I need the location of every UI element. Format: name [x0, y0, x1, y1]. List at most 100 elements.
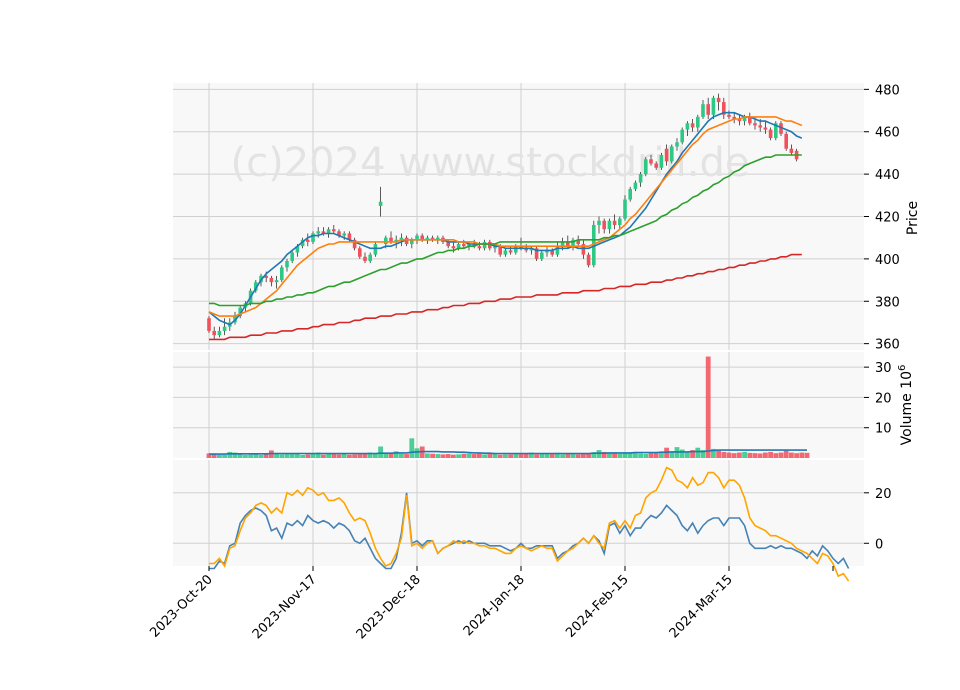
candle-up — [659, 155, 664, 168]
volume-grid — [173, 352, 864, 458]
candle-up — [373, 244, 378, 255]
price-moving-average-line — [208, 116, 803, 317]
volume-bar-up — [435, 454, 441, 458]
volume-y-tick-label: 30 — [875, 361, 892, 376]
candle-up — [774, 123, 778, 139]
candle-down — [706, 104, 710, 115]
candle-up — [436, 237, 440, 240]
volume-bar-up — [222, 454, 227, 458]
candle-down — [420, 235, 424, 240]
volume-bar-down — [690, 450, 695, 458]
candle-down — [758, 125, 762, 128]
candle-up — [399, 237, 404, 240]
candle-up — [456, 244, 461, 249]
price-axis-title: Price — [905, 201, 921, 235]
volume-bar-up — [279, 454, 285, 458]
volume-bar-up — [560, 454, 565, 458]
candle-up — [482, 241, 487, 249]
candle-up — [493, 246, 497, 249]
volume-bar-down — [601, 451, 607, 458]
volume-bar-up — [679, 449, 685, 458]
candle-down — [737, 119, 742, 122]
candle-up — [675, 142, 679, 147]
oscillator-plot-area — [173, 460, 864, 566]
candle-down — [498, 246, 502, 255]
candle-down — [784, 133, 788, 149]
volume-bar-up — [700, 450, 706, 458]
candle-down — [321, 231, 326, 234]
volume-bar-up — [638, 453, 643, 458]
volume-bar-down — [518, 454, 524, 458]
candle-down — [519, 246, 523, 249]
volume-bar-up — [341, 453, 347, 458]
volume-bar-up — [227, 451, 233, 458]
volume-bar-down — [549, 454, 555, 458]
volume-bar-down — [388, 452, 394, 458]
price-y-tick-label: 380 — [875, 295, 900, 310]
volume-bar-up — [456, 454, 461, 458]
candle-up — [238, 307, 242, 317]
volume-bar-up — [643, 453, 649, 458]
volume-bar-up — [596, 450, 602, 458]
candle-down — [488, 241, 492, 249]
volume-bar-up — [570, 454, 576, 458]
volume-bar-down — [721, 451, 727, 458]
candle-up — [540, 252, 544, 259]
candle-up — [742, 116, 747, 122]
candle-up — [670, 146, 674, 162]
candle-down — [358, 248, 362, 257]
candle-up — [560, 241, 565, 247]
volume-bar-up — [258, 454, 264, 458]
candle-down — [722, 102, 726, 115]
volume-bar-up — [248, 454, 253, 458]
candle-down — [664, 148, 669, 162]
volume-bar-up — [622, 453, 628, 458]
candle-down — [347, 233, 352, 240]
volume-bar-down — [263, 454, 269, 458]
x-tick-label: 2024-Jan-18 — [461, 572, 528, 639]
volume-bar-up — [627, 452, 633, 458]
oscillator-y-axis: 0 20 — [864, 487, 892, 552]
volume-bar-up — [326, 453, 331, 458]
candle-up — [638, 174, 643, 183]
x-tick-label: 2023-Nov-17 — [250, 572, 320, 642]
price-y-tick-label: 480 — [875, 83, 900, 98]
volume-bar-down — [497, 454, 503, 458]
volume-bar-down — [653, 452, 659, 458]
price-moving-average-line — [209, 253, 802, 341]
volume-bar-down — [534, 454, 539, 458]
candle-up — [607, 220, 612, 230]
candle-up — [696, 116, 700, 128]
candle-down — [716, 97, 721, 103]
volume-bar-down — [737, 452, 742, 458]
candle-up — [711, 97, 716, 115]
price-y-tick-label: 420 — [875, 211, 900, 226]
volume-bar-down — [794, 453, 799, 458]
candle-down — [612, 220, 617, 225]
candle-up — [311, 233, 315, 242]
x-tick-label: 2024-Mar-15 — [667, 572, 736, 641]
volume-bar-down — [575, 454, 581, 458]
volume-panel: 10 20 30 Volume 106 — [173, 352, 915, 458]
volume-bar-up — [217, 454, 222, 458]
candle-down — [748, 116, 752, 124]
candle-up — [597, 220, 601, 225]
volume-bar-up — [383, 453, 389, 458]
candle-up — [316, 231, 320, 234]
candle-up — [295, 246, 300, 253]
volume-bar-up — [466, 453, 472, 458]
volume-bar-down — [206, 453, 212, 458]
volume-bar-down — [612, 452, 617, 458]
candle-down — [534, 248, 539, 259]
volume-bar-down — [347, 454, 352, 458]
volume-bar-down — [321, 454, 326, 458]
candle-down — [732, 116, 736, 120]
volume-bar-up — [544, 453, 550, 458]
candle-up — [685, 123, 690, 130]
price-y-tick-label: 400 — [875, 253, 900, 268]
volume-bar-up — [425, 453, 430, 458]
volume-bar-down — [508, 454, 513, 458]
volume-bar-up — [289, 453, 295, 458]
candle-up — [342, 233, 346, 236]
